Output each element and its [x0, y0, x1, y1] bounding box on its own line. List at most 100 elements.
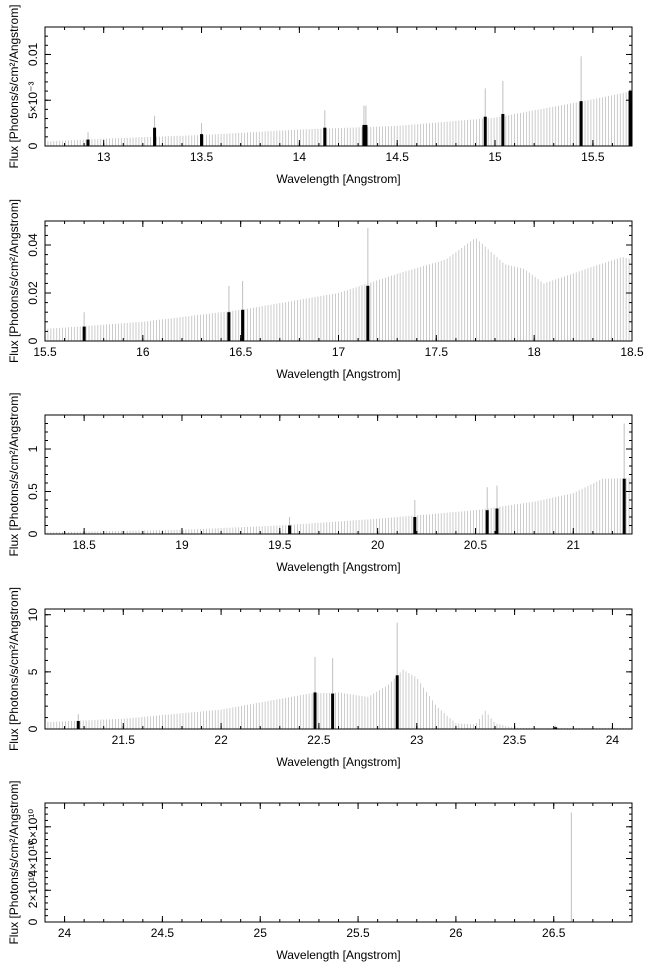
panel-5: 24 24.5 25 25.5 26 26.5 Wavelength [Angstrom] 0… [7, 780, 633, 962]
line-bar [554, 727, 558, 729]
x-tick-label: 24.5 [151, 926, 175, 940]
y-tick-label: 1 [26, 445, 40, 452]
x-tick-label: 18 [527, 345, 541, 359]
line-bar [579, 101, 583, 146]
line-bar [86, 139, 90, 146]
line-features [288, 423, 626, 534]
x-axis-label: Wavelength [Angstrom] [276, 948, 400, 962]
line-bar [76, 721, 80, 729]
y-axis-label: Flux [Photons/s/cm²/Angstrom] [7, 587, 21, 751]
line-bar [323, 127, 327, 146]
y-tick-label: 4×10¹⁰ [26, 840, 40, 876]
panel-3: 18.5 19 19.5 20 20.5 21 Wavelength [Angstrom] 0… [7, 392, 633, 574]
y-tick-label: 2×10¹⁰ [26, 872, 40, 908]
x-tick-label: 16 [136, 345, 150, 359]
x-axis-label: Wavelength [Angstrom] [276, 367, 400, 381]
x-tick-label: 17 [332, 345, 346, 359]
line-bar [362, 124, 366, 146]
continuum-bars [44, 91, 633, 146]
y-axis-label: Flux [Photons/s/cm²/Angstrom] [7, 392, 21, 556]
y-tick-label: 0 [26, 530, 40, 537]
x-tick-label: 24 [58, 926, 72, 940]
y-axis: 0 5 10 Flux [Photons/s/cm²/Angstrom] [7, 587, 632, 751]
x-axis: 18.5 19 19.5 20 20.5 21 Wavelength [Angstrom] [44, 415, 613, 574]
x-tick-label: 15 [488, 150, 502, 164]
y-tick-label: 0.04 [26, 233, 40, 257]
x-tick-label: 21 [567, 538, 581, 552]
panel-2: 15.5 16 16.5 17 17.5 18 18.5 Wavelength [Angstr… [7, 199, 644, 381]
line-bar [241, 309, 245, 341]
continuum-bars [44, 669, 633, 729]
line-bar [501, 113, 505, 146]
line-bar [622, 478, 626, 534]
x-tick-label: 26 [449, 926, 463, 940]
x-axis: 13 13.5 14 14.5 15 15.5 Wavelength [Angstrom] [44, 27, 633, 186]
x-tick-label: 14 [293, 150, 307, 164]
x-tick-label: 13.5 [190, 150, 214, 164]
x-tick-label: 20 [371, 538, 385, 552]
x-tick-label: 23.5 [503, 733, 527, 747]
y-tick-label: 6×10¹⁰ [26, 809, 40, 845]
line-bar [331, 693, 335, 729]
x-axis: 24 24.5 25 25.5 26 26.5 Wavelength [Angstrom] [44, 803, 613, 962]
x-tick-label: 23 [410, 733, 424, 747]
line-bar [227, 312, 231, 341]
panel-4: 21.5 22 22.5 23 23.5 24 Wavelength [Angstrom] 0… [7, 587, 633, 769]
x-axis-label: Wavelength [Angstrom] [276, 755, 400, 769]
y-tick-label: 0.5 [26, 483, 40, 500]
panel-1: 13 13.5 14 14.5 15 15.5 Wavelength [Angstrom] 0… [7, 4, 633, 186]
line-bar [288, 525, 292, 534]
y-axis: 0 0.02 0.04 Flux [Photons/s/cm²/Angstrom] [7, 199, 632, 363]
line-bar [495, 508, 499, 534]
y-axis: 0 5×10⁻³ 0.01 Flux [Photons/s/cm²/Angstrom] [7, 4, 632, 169]
line-features [76, 622, 558, 729]
y-tick-label: 0 [26, 725, 40, 732]
x-tick-label: 14.5 [386, 150, 410, 164]
y-tick-label: 0 [26, 142, 40, 149]
x-tick-label: 21.5 [112, 733, 136, 747]
line-bar [483, 116, 487, 146]
y-tick-label: 0.01 [26, 42, 40, 66]
x-tick-label: 20.5 [464, 538, 488, 552]
y-tick-label: 5 [26, 668, 40, 675]
y-tick-label: 0 [26, 918, 40, 925]
x-axis-label: Wavelength [Angstrom] [276, 172, 400, 186]
x-tick-label: 25 [254, 926, 268, 940]
line-bar [366, 285, 370, 341]
x-axis: 21.5 22 22.5 23 23.5 24 Wavelength [Angstrom] [44, 609, 620, 769]
line-bar [413, 517, 417, 534]
line-bar [485, 510, 489, 534]
line-bar [82, 326, 86, 341]
x-tick-label: 15.5 [581, 150, 605, 164]
line-bar [153, 127, 157, 146]
x-tick-label: 19 [175, 538, 189, 552]
x-tick-label: 22 [214, 733, 228, 747]
x-tick-label: 16.5 [229, 345, 253, 359]
x-tick-label: 26.5 [542, 926, 566, 940]
y-axis-label: Flux [Photons/s/cm²/Angstrom] [7, 199, 21, 363]
line-features [82, 228, 370, 341]
y-tick-label: 0 [26, 337, 40, 344]
x-tick-label: 19.5 [268, 538, 292, 552]
x-tick-label: 17.5 [425, 345, 449, 359]
y-axis: 0 0.5 1 Flux [Photons/s/cm²/Angstrom] [7, 392, 632, 557]
x-axis-label: Wavelength [Angstrom] [276, 560, 400, 574]
x-tick-label: 25.5 [346, 926, 370, 940]
continuum-bars [44, 238, 633, 341]
x-tick-label: 18.5 [620, 345, 644, 359]
y-tick-label: 10 [26, 608, 40, 622]
line-bar [395, 675, 399, 729]
x-tick-label: 22.5 [307, 733, 331, 747]
x-tick-label: 24 [606, 733, 620, 747]
line-bar [364, 124, 368, 146]
continuum-bars [44, 477, 633, 534]
y-axis-label: Flux [Photons/s/cm²/Angstrom] [7, 4, 21, 168]
x-tick-label: 15.5 [33, 345, 57, 359]
x-axis: 15.5 16 16.5 17 17.5 18 18.5 Wavelength [Angstr… [33, 221, 644, 381]
x-tick-label: 13 [97, 150, 111, 164]
y-tick-label: 5×10⁻³ [26, 82, 40, 119]
x-tick-label: 18.5 [72, 538, 96, 552]
